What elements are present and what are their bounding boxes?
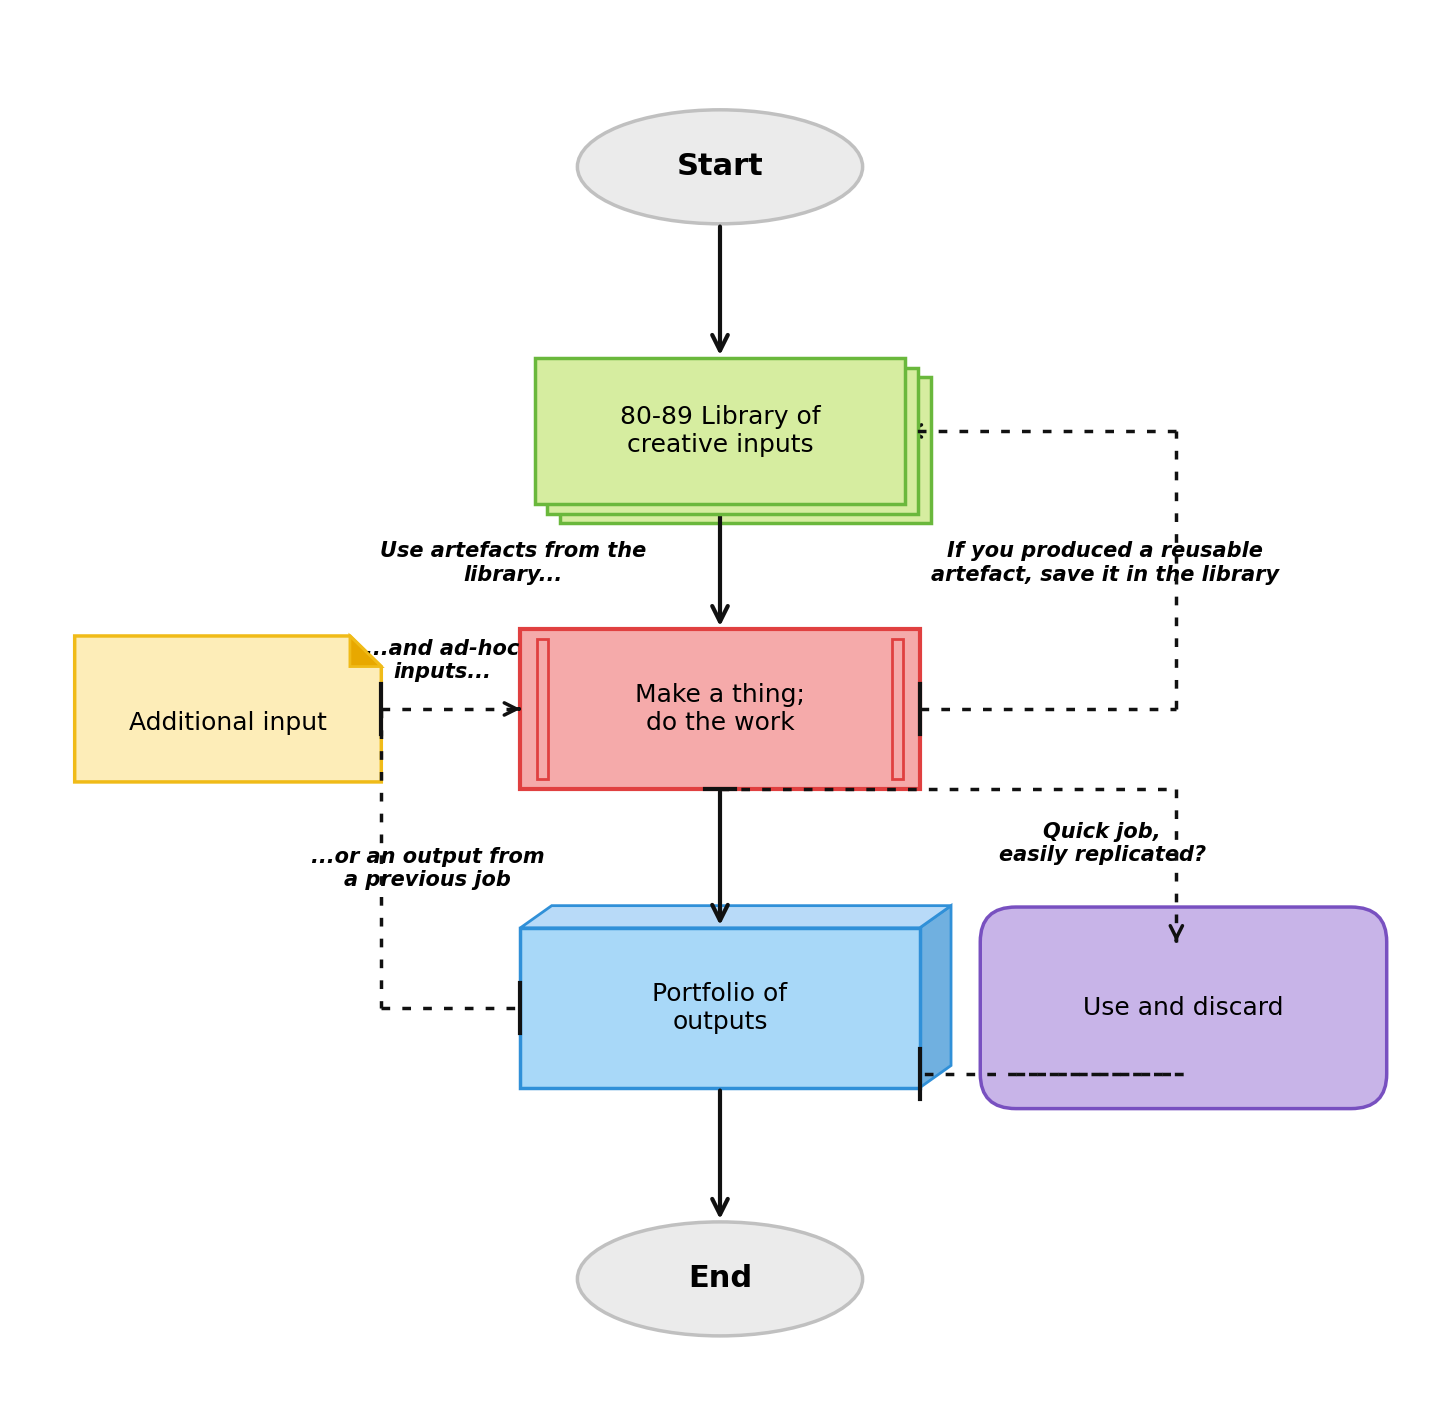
Polygon shape (350, 636, 382, 667)
Text: Make a thing;
do the work: Make a thing; do the work (635, 684, 805, 734)
Text: End: End (688, 1265, 752, 1293)
Text: Use artefacts from the
library...: Use artefacts from the library... (380, 542, 647, 584)
Text: Additional input: Additional input (130, 710, 327, 734)
Text: If you produced a reusable
artefact, save it in the library: If you produced a reusable artefact, sav… (932, 542, 1279, 584)
Text: ...and ad-hoc
inputs...: ...and ad-hoc inputs... (364, 639, 518, 682)
Text: ...or an output from
a previous job: ...or an output from a previous job (311, 847, 544, 890)
Polygon shape (920, 906, 950, 1088)
FancyBboxPatch shape (893, 639, 903, 779)
Text: Portfolio of
outputs: Portfolio of outputs (652, 981, 788, 1033)
FancyBboxPatch shape (520, 629, 920, 789)
Polygon shape (520, 906, 950, 928)
FancyBboxPatch shape (560, 378, 932, 524)
Text: 80-89 Library of
creative inputs: 80-89 Library of creative inputs (619, 404, 821, 456)
FancyBboxPatch shape (981, 907, 1387, 1109)
Text: Start: Start (677, 152, 763, 181)
Text: Use and discard: Use and discard (1083, 995, 1283, 1019)
FancyBboxPatch shape (520, 928, 920, 1088)
FancyBboxPatch shape (547, 368, 919, 514)
Ellipse shape (577, 1221, 863, 1335)
Ellipse shape (577, 110, 863, 223)
Polygon shape (75, 636, 382, 782)
FancyBboxPatch shape (537, 639, 547, 779)
FancyBboxPatch shape (534, 358, 906, 504)
Text: Quick job,
easily replicated?: Quick job, easily replicated? (998, 823, 1205, 865)
